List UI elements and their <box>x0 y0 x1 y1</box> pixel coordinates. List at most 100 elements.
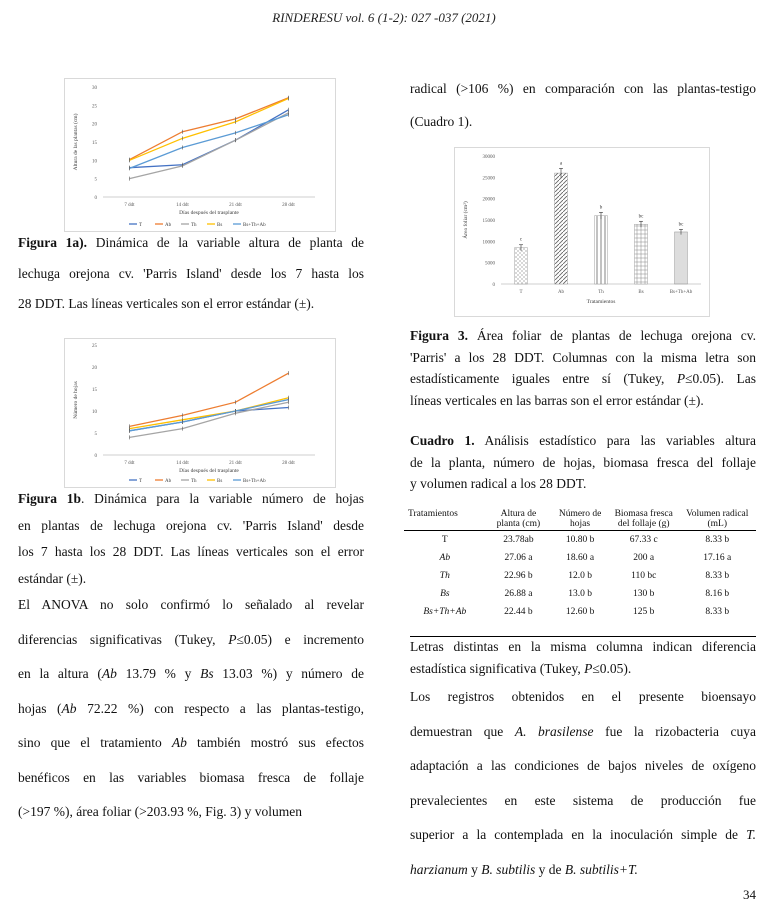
y-tick-label: 25 <box>92 344 98 349</box>
legend-entry: Ab <box>165 223 172 228</box>
value-cell: 26.88 a <box>504 588 533 599</box>
value-cell: 110 bc <box>631 570 657 581</box>
significance-letter: c <box>520 238 523 243</box>
figure-1b-chart: 0 5 10 15 20 25 7 ddt 14 ddt 21 ddt 28 ddt Días de… <box>64 338 336 488</box>
table-note-line: estadística significativa (Tukey, P≤0.05… <box>410 660 632 676</box>
value-cell: 23.78ab <box>503 534 534 545</box>
leaf-area-bar-chart: 0 5000 10000 15000 20000 25000 30000 c Ta Ab b Th bc… <box>461 155 701 305</box>
body-line: sino que el tratamiento Ab también mostr… <box>18 736 364 750</box>
table-row: T 23.78ab 10.80 b 67.33 c 8.33 b <box>404 530 756 549</box>
text-run: también mostró sus efectos <box>186 735 364 750</box>
text-run: superior a la contemplada en la inoculac… <box>410 827 747 842</box>
text-run: en la altura ( <box>18 666 102 681</box>
text-run: hojas ( <box>18 700 62 716</box>
x-tick-label: 28 ddt <box>282 461 295 466</box>
x-tick-label: Ab <box>558 290 565 295</box>
x-axis-label: Tratamientos <box>587 299 616 305</box>
series-line <box>129 397 289 430</box>
column-header: Biomasa fresca del follaje (g) <box>614 509 673 529</box>
table-row: Ab 27.06 a 18.60 a 200 a 17.16 a <box>404 549 756 567</box>
legend-entry: T <box>139 479 142 484</box>
y-tick-label: 20 <box>92 366 98 371</box>
running-header: RINDERESU vol. 6 (1-2): 027 -037 (2021) <box>272 10 496 25</box>
text-run: sino que el tratamiento <box>18 735 172 750</box>
table-title-line: Análisis estadístico para las variables … <box>474 433 756 448</box>
body-line: superior a la contemplada en la inoculac… <box>410 828 756 842</box>
leaves-line-chart: 0 5 10 15 20 25 7 ddt 14 ddt 21 ddt 28 ddt Días de… <box>73 344 315 484</box>
series-line <box>129 97 289 161</box>
caption-line: líneas verticales en las barras son el e… <box>410 392 704 408</box>
text-run: 13.03 %) y número de <box>213 666 365 681</box>
series-line <box>129 398 289 432</box>
significance-letter: a <box>560 161 563 166</box>
text-run: El ANOVA no solo confirmó lo señalado al… <box>18 597 364 612</box>
height-line-chart: 0 5 10 15 20 25 30 7 ddt 14 ddt 21 ddt 28 ddt Días … <box>72 86 315 228</box>
page-number: 34 <box>743 887 756 902</box>
body-line: (Cuadro 1). <box>410 113 473 129</box>
text-run: P <box>228 631 237 647</box>
x-tick-label: Th <box>598 290 604 295</box>
caption-line: los 7 hasta los 28 DDT. Las líneas verti… <box>18 544 364 559</box>
body-line: diferencias significativas (Tukey, P≤0.0… <box>18 631 364 647</box>
legend-entry: Th <box>191 479 197 484</box>
value-cell: 8.33 b <box>705 534 730 545</box>
body-line: (>197 %), área foliar (>203.93 %, Fig. 3… <box>18 805 364 819</box>
x-tick-label: 7 ddt <box>124 203 135 208</box>
table-row: Bs 26.88 a 13.0 b 130 b 8.16 b <box>404 585 756 603</box>
y-tick-label: 15 <box>92 388 98 393</box>
body-line: radical (>106 %) en comparación con las … <box>410 81 756 96</box>
right-body-paragraph: Los registros obtenidos en el presente b… <box>410 690 756 897</box>
legend-entry: T <box>139 223 142 228</box>
value-cell: 12.60 b <box>565 606 595 617</box>
y-tick-label: 0 <box>493 283 496 288</box>
value-cell: 200 a <box>633 552 655 563</box>
x-tick-label: 14 ddt <box>176 203 189 208</box>
legend-entry: Bs <box>217 479 222 484</box>
caption-label: Figura 1b <box>18 491 81 506</box>
text-run: A. brasilense <box>514 723 594 739</box>
value-cell: 8.16 b <box>705 588 730 599</box>
column-header: Tratamientos <box>408 509 458 519</box>
text-run: ≤0.05) e incremento <box>236 631 364 647</box>
body-line: El ANOVA no solo confirmó lo señalado al… <box>18 598 364 612</box>
body-line: harzianum y B. subtilis y de B. subtilis… <box>410 861 756 877</box>
text-run: y de <box>535 861 565 877</box>
body-line: hojas (Ab 72.22 %) con respecto a las pl… <box>18 700 364 716</box>
treatment-cell: Ab <box>439 552 451 563</box>
significance-letter: b <box>600 205 603 210</box>
text-run: Ab <box>61 700 77 716</box>
x-tick-label: 28 ddt <box>282 203 295 208</box>
series-line <box>129 97 289 161</box>
y-tick-label: 25 <box>92 104 98 109</box>
table-title-line: y volumen radical a los 28 DDT. <box>410 476 587 491</box>
text-run: fue la rizobacteria cuya <box>593 723 756 739</box>
body-line: Los registros obtenidos en el presente b… <box>410 690 756 704</box>
y-tick-label: 15 <box>92 141 98 146</box>
legend-entry: Bs+Th+Ab <box>243 479 266 484</box>
caption-line: 28 DDT. Las líneas verticales son el err… <box>18 296 315 311</box>
table-row: Th 22.96 b 12.0 b 110 bc 8.33 b <box>404 567 756 585</box>
x-tick-label: 14 ddt <box>176 461 189 466</box>
y-tick-label: 25000 <box>483 176 496 181</box>
y-tick-label: 20 <box>92 123 98 128</box>
bar <box>594 215 608 285</box>
bar <box>634 224 648 285</box>
cuadro-1-title: Cuadro 1. Análisis estadístico para las … <box>410 434 756 491</box>
text-run: harzianum <box>410 861 468 877</box>
y-axis-label: Altura de las plantas (cm) <box>72 113 79 170</box>
y-axis-label: Número de hojas <box>73 381 79 419</box>
treatment-cell: Th <box>439 570 450 581</box>
y-tick-label: 0 <box>95 196 98 201</box>
legend-entry: Th <box>191 223 197 228</box>
text-run: prevalecientes en este sistema de produc… <box>410 792 756 808</box>
y-axis-label: Área foliar (cm²) <box>461 201 469 239</box>
value-cell: 22.44 b <box>504 606 533 617</box>
value-cell: 17.16 a <box>703 552 732 563</box>
x-axis-label: Días después del trasplante <box>179 210 239 216</box>
value-cell: 18.60 a <box>566 552 595 563</box>
body-line: adaptación a las condiciones de bajos ni… <box>410 759 756 773</box>
text-run: demuestran que <box>410 723 515 739</box>
legend-entry: Bs <box>217 223 222 228</box>
significance-letter: bc <box>639 214 645 219</box>
value-cell: 67.33 c <box>629 534 658 545</box>
